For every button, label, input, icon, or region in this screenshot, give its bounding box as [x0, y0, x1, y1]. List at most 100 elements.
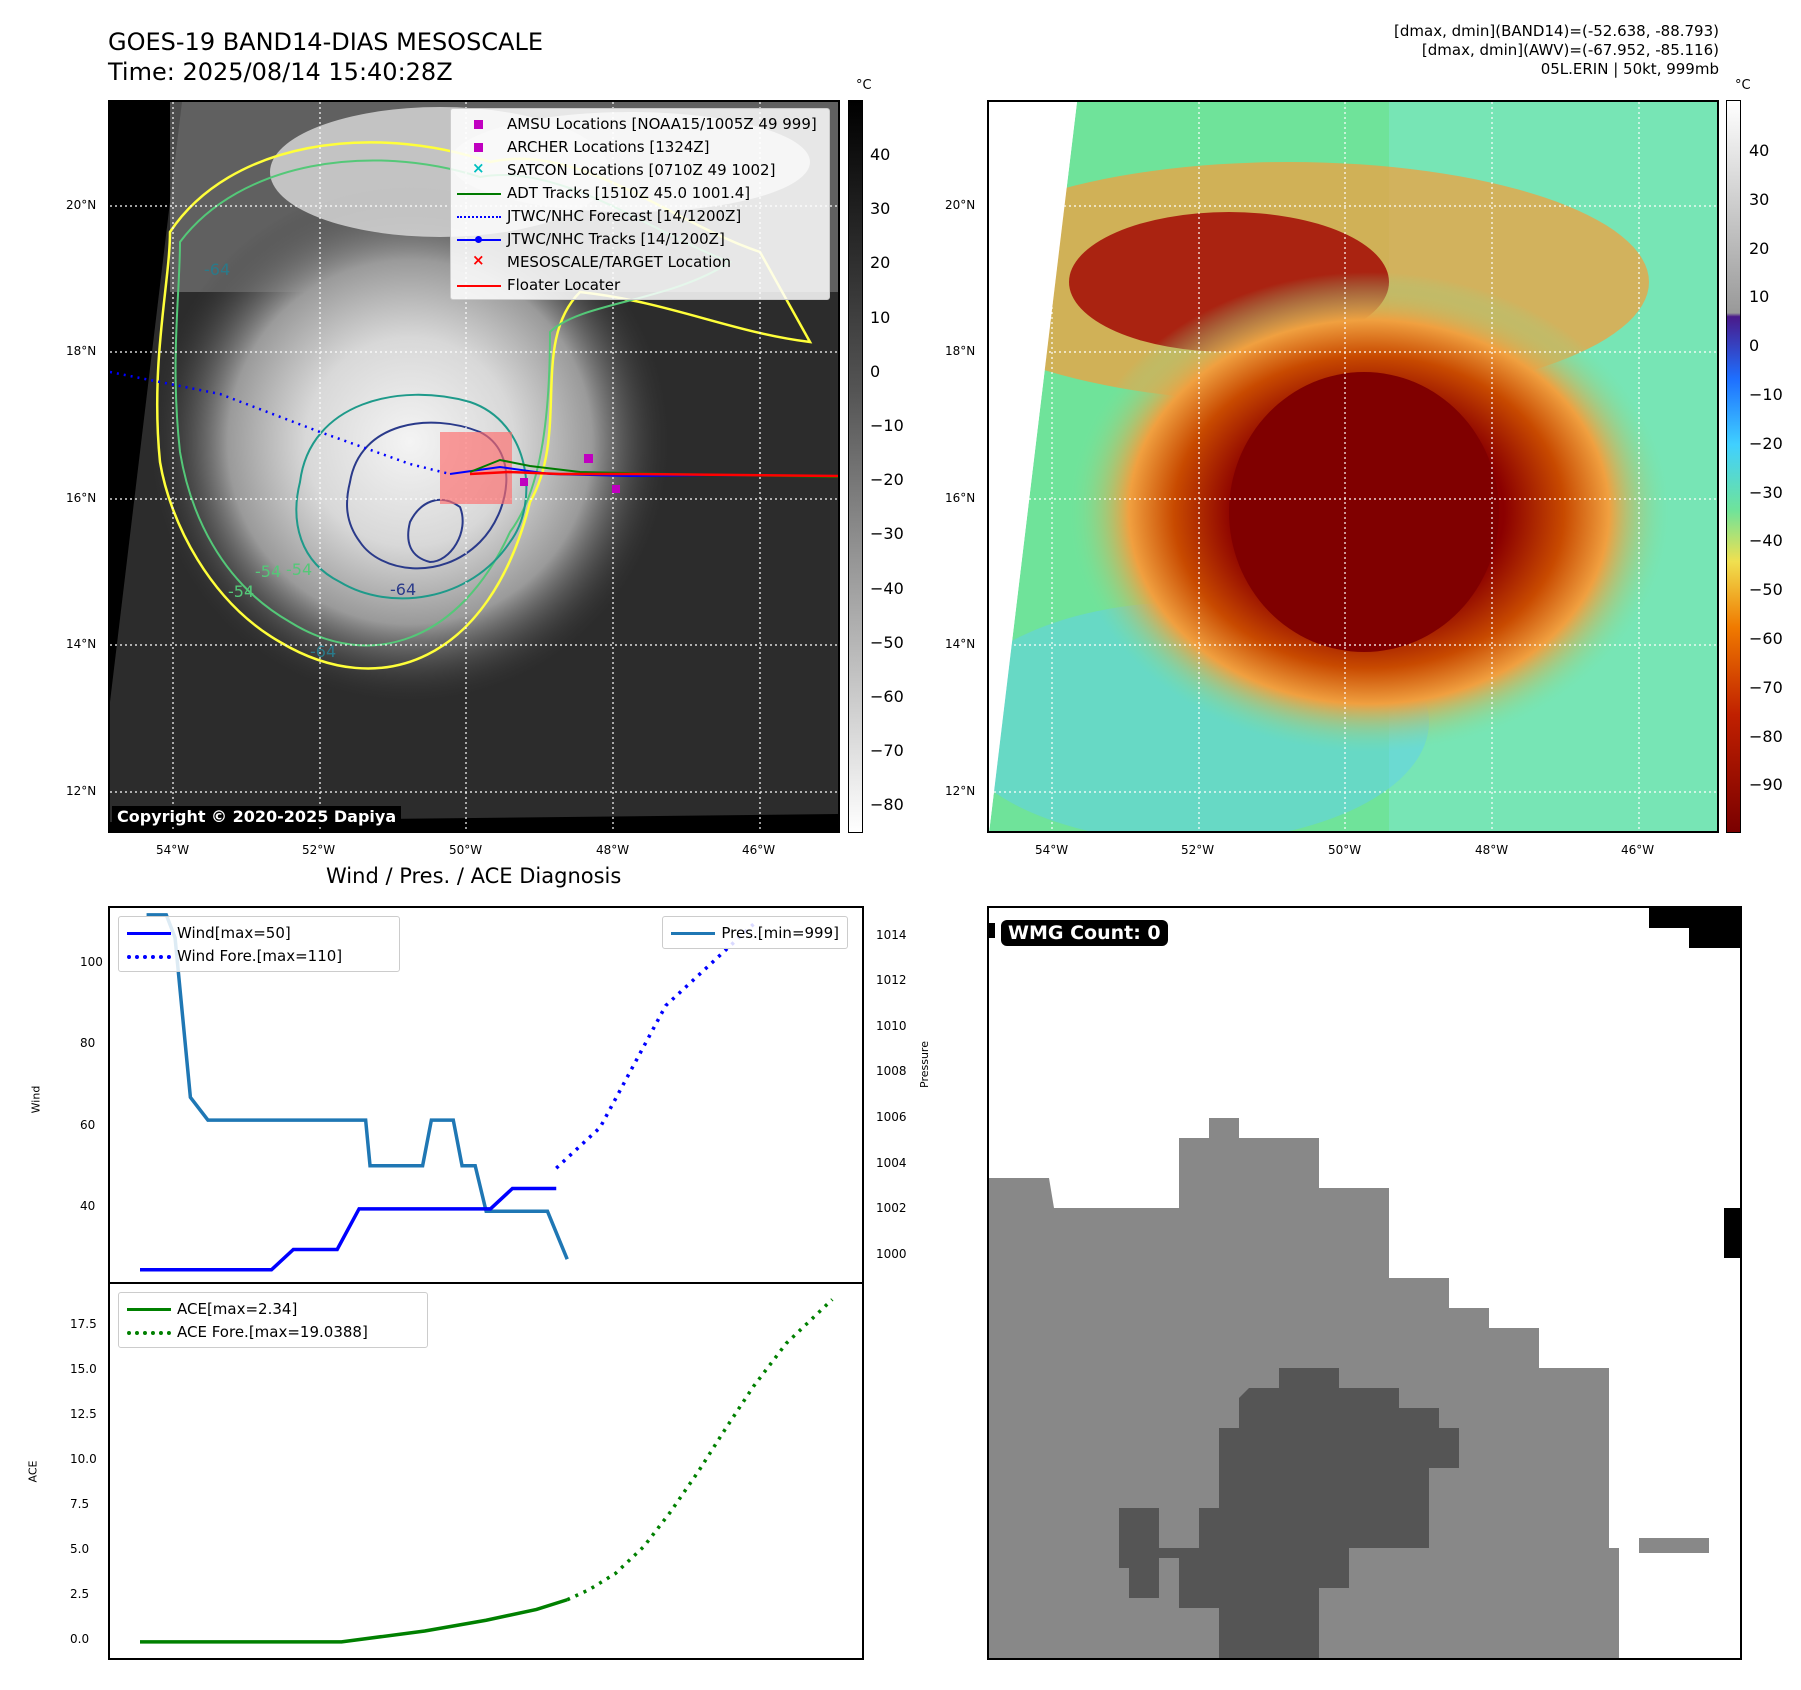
legend-item-satcon: × SATCON Locations [0710Z 49 1002]	[457, 158, 823, 181]
colorbar-tick: −70	[870, 741, 904, 761]
dotted-line-icon	[457, 209, 501, 223]
legend-item-target: × MESOSCALE/TARGET Location	[457, 250, 823, 273]
lat-label: 16°N	[945, 491, 976, 505]
lon-label: 48°W	[596, 843, 630, 857]
wind-legend: Wind[max=50] Wind Fore.[max=110]	[118, 916, 400, 972]
wmg-stray-block	[1639, 1538, 1709, 1553]
wmg-dark-mark	[989, 923, 995, 938]
wmg-inner-region	[1179, 1368, 1459, 1658]
legend-item-pressure: Pres.[min=999]	[671, 921, 839, 944]
ace-forecast-line	[566, 1298, 834, 1602]
info-line-2: [dmax, dmin](AWV)=(-67.952, -85.116)	[1421, 41, 1719, 59]
legend-item-wind-fore: Wind Fore.[max=110]	[127, 944, 391, 967]
wind-tick: 60	[80, 1117, 96, 1132]
wind-forecast-line	[555, 922, 755, 1170]
line-icon	[671, 926, 716, 940]
ace-tick: 7.5	[70, 1496, 90, 1511]
colorbar-tick: 0	[1749, 336, 1760, 356]
colorbar-tick: −20	[870, 470, 904, 490]
band14-map: -64 -64 -54 -54 -54 -64 AMSU Locations […	[108, 100, 840, 833]
x-marker-icon: ×	[472, 158, 485, 177]
legend-item-ace-fore: ACE Fore.[max=19.0388]	[127, 1320, 419, 1343]
contour-label: -64	[390, 580, 417, 599]
wind-tick: 40	[80, 1198, 96, 1213]
ace-tick: 0.0	[70, 1631, 90, 1646]
colorbar-tick: −40	[1749, 531, 1783, 551]
colorbar-tick: 30	[1749, 189, 1770, 209]
pressure-tick: 1012	[876, 973, 907, 988]
ace-tick: 12.5	[70, 1407, 97, 1422]
colorbar-tick: −80	[870, 795, 904, 815]
awv-map	[987, 100, 1719, 833]
pressure-tick: 1002	[876, 1201, 907, 1216]
colorbar-tick: −80	[1749, 726, 1783, 746]
x-marker-icon: ×	[472, 250, 485, 269]
colorbar-tick: 10	[870, 307, 891, 327]
awv-colorbar	[1726, 100, 1741, 833]
colorbar-tick: −60	[870, 687, 904, 706]
wind-pressure-plot	[140, 913, 755, 1272]
lon-label: 46°W	[1621, 843, 1655, 857]
line-dot-icon	[457, 232, 501, 246]
legend-item-amsu: AMSU Locations [NOAA15/1005Z 49 999]	[457, 112, 823, 135]
legend-item-forecast: JTWC/NHC Forecast [14/1200Z]	[457, 204, 823, 227]
wind-pressure-panel: Wind[max=50] Wind Fore.[max=110] Pres.[m…	[108, 906, 864, 1284]
wind-series-line	[140, 1186, 557, 1272]
colorbar-tick: −10	[1749, 385, 1783, 404]
colorbar-tick: −70	[1749, 677, 1783, 697]
colorbar-tick: −10	[870, 416, 904, 435]
ace-legend: ACE[max=2.34] ACE Fore.[max=19.0388]	[118, 1292, 428, 1348]
colorbar-tick: 40	[1749, 141, 1770, 160]
colorbar-tick: 20	[870, 253, 891, 273]
contour-label: -64	[204, 260, 231, 279]
amsu-marker	[584, 454, 593, 463]
title-line-2: Time: 2025/08/14 15:40:28Z	[108, 58, 453, 86]
colorbar-tick: −60	[1749, 629, 1783, 648]
colorbar-unit: °C	[1735, 78, 1751, 93]
wind-axis-label: Wind	[29, 1085, 43, 1114]
contour-label: -54	[228, 582, 255, 601]
ace-axis-label: ACE	[26, 1460, 40, 1483]
info-line-1: [dmax, dmin](BAND14)=(-52.638, -88.793)	[1394, 22, 1719, 40]
contour-label: -54	[255, 562, 282, 581]
map-title: GOES-19 BAND14-DIAS MESOSCALE Time: 2025…	[108, 27, 543, 87]
pressure-series-line	[146, 913, 569, 1260]
lat-label: 14°N	[945, 637, 976, 651]
info-line-3: 05L.ERIN | 50kt, 999mb	[1540, 60, 1719, 78]
pressure-tick: 1000	[876, 1246, 907, 1261]
lat-label: 18°N	[945, 344, 976, 358]
colorbar-tick: −50	[1749, 580, 1783, 600]
line-icon	[127, 1302, 171, 1316]
wmg-inner-patch	[1119, 1508, 1179, 1598]
lon-label: 52°W	[1181, 843, 1215, 857]
legend-item-floater: Floater Locater	[457, 273, 823, 296]
ace-tick: 2.5	[70, 1586, 90, 1601]
contour-teal	[295, 393, 528, 600]
lat-label: 20°N	[945, 198, 976, 212]
lon-label: 54°W	[156, 843, 190, 857]
contour-core	[407, 498, 464, 564]
lon-label: 54°W	[1035, 843, 1069, 857]
ace-tick: 15.0	[70, 1362, 97, 1377]
line-icon	[457, 186, 501, 200]
pressure-tick: 1004	[876, 1155, 907, 1170]
dotted-line-icon	[127, 949, 171, 963]
archer-marker-2	[612, 485, 620, 493]
square-marker-icon	[457, 140, 501, 154]
wind-tick: 80	[80, 1036, 96, 1051]
legend-item-adt: ADT Tracks [1510Z 45.0 1001.4]	[457, 181, 823, 204]
ace-tick: 5.0	[70, 1541, 90, 1556]
square-marker-icon	[457, 117, 501, 131]
dotted-line-icon	[127, 1325, 171, 1339]
lat-label: 20°N	[66, 198, 97, 212]
lat-label: 16°N	[66, 491, 97, 505]
pressure-legend: Pres.[min=999]	[662, 916, 848, 949]
copyright-badge: Copyright © 2020-2025 Dapiya	[112, 806, 402, 827]
legend-item-wind: Wind[max=50]	[127, 921, 391, 944]
line-icon	[127, 926, 171, 940]
colorbar-tick: −30	[1749, 482, 1783, 502]
colorbar-unit: °C	[856, 78, 872, 93]
contour-label: -64	[310, 642, 337, 661]
awv-gridlines	[989, 102, 1717, 831]
band14-colorbar	[848, 100, 863, 833]
